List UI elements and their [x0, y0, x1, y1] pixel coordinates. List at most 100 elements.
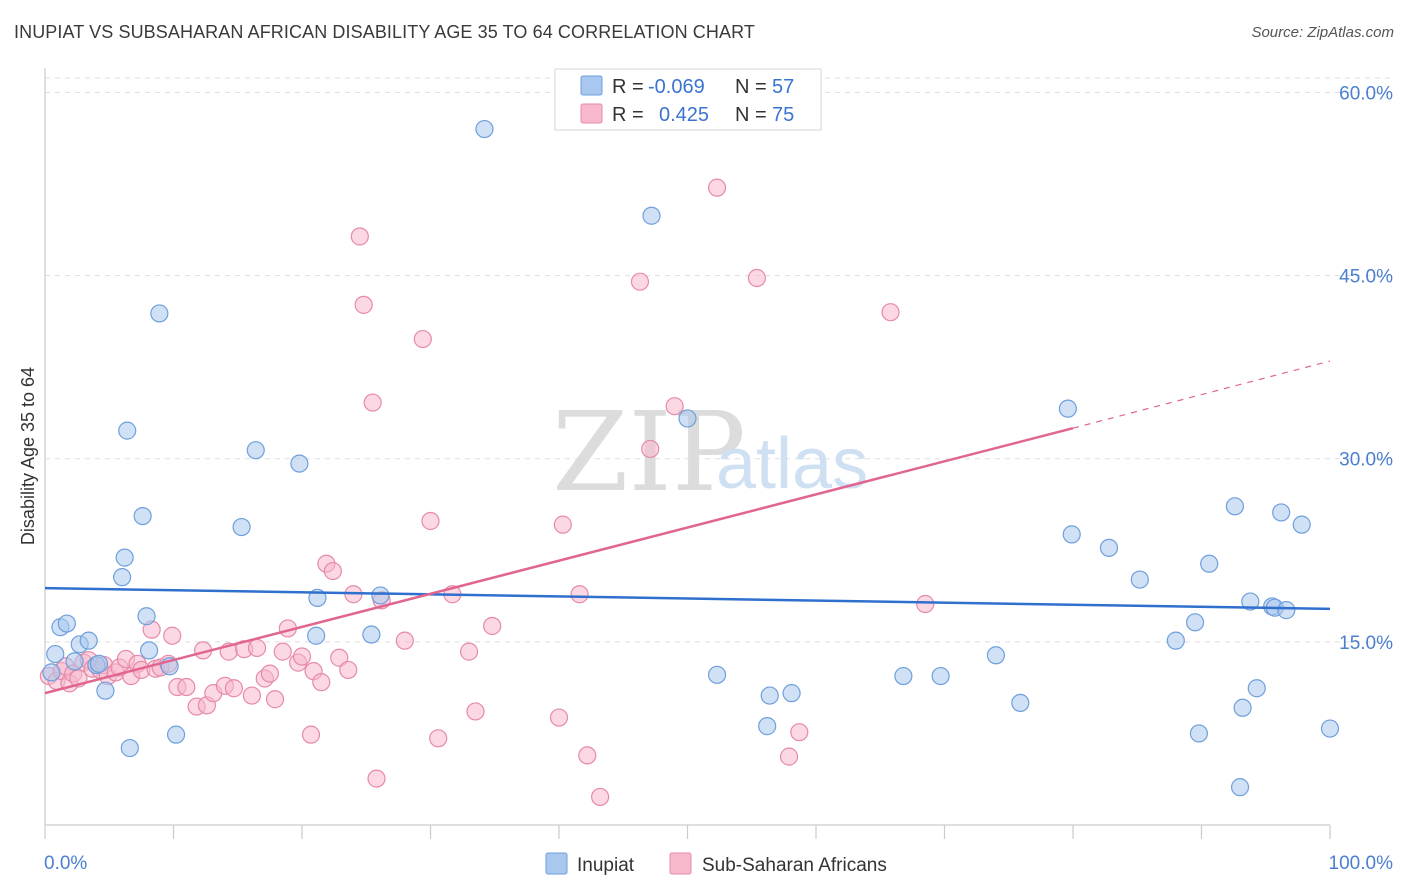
point-sub-saharan-africans [413, 329, 432, 349]
legend-n-label-ssa: N = [735, 104, 767, 126]
point-sub-saharan-africans [578, 746, 597, 765]
bottom-legend: Inupiat Sub-Saharan Africans [545, 852, 887, 876]
bottom-legend-swatch-ssa [669, 852, 692, 875]
point-sub-saharan-africans [641, 439, 660, 459]
point-inupiat [707, 665, 727, 684]
trend-lines [44, 360, 1331, 695]
source-credit: Source: ZipAtlas.com [1251, 24, 1394, 41]
legend-r-value-ssa: 0.425 [659, 104, 709, 126]
chart-title: INUPIAT VS SUBSAHARAN AFRICAN DISABILITY… [14, 22, 755, 42]
point-inupiat [120, 738, 139, 758]
point-inupiat [931, 666, 950, 686]
point-inupiat [1130, 570, 1149, 589]
x-tick-label-max: 100.0% [1329, 853, 1394, 874]
point-sub-saharan-africans [459, 642, 479, 661]
point-sub-saharan-africans [630, 272, 650, 291]
point-inupiat [475, 119, 494, 139]
point-inupiat [894, 666, 913, 686]
point-inupiat [782, 684, 801, 703]
point-inupiat [1062, 525, 1081, 544]
point-sub-saharan-africans [916, 594, 935, 614]
point-inupiat [1058, 399, 1077, 418]
point-inupiat [232, 517, 251, 537]
point-inupiat [1272, 503, 1291, 522]
point-inupiat [1166, 631, 1185, 650]
point-sub-saharan-africans [323, 561, 342, 581]
point-inupiat [79, 631, 98, 650]
bottom-legend-swatch-inupiat [545, 852, 568, 875]
trend-line-inupiat [44, 586, 1331, 611]
point-sub-saharan-africans [549, 708, 569, 727]
y-tick-label: 45.0% [1339, 267, 1393, 288]
point-sub-saharan-africans [881, 303, 900, 322]
point-sub-saharan-africans [367, 769, 386, 788]
point-sub-saharan-africans [483, 616, 502, 636]
point-sub-saharan-africans [747, 268, 766, 288]
point-sub-saharan-africans [177, 677, 196, 697]
point-inupiat [166, 725, 186, 744]
point-inupiat [1200, 554, 1219, 573]
watermark-atlas: atlas [716, 424, 868, 504]
point-sub-saharan-africans [553, 515, 572, 534]
point-sub-saharan-africans [354, 295, 373, 314]
legend-r-label-ssa: R = [612, 104, 644, 126]
bottom-legend-label-ssa: Sub-Saharan Africans [702, 855, 887, 876]
point-inupiat [1247, 679, 1266, 698]
point-inupiat [118, 421, 137, 440]
point-sub-saharan-africans [350, 227, 369, 246]
x-ticks [44, 825, 1331, 839]
point-inupiat [290, 454, 309, 473]
point-inupiat [371, 586, 390, 605]
point-inupiat [137, 607, 156, 626]
point-sub-saharan-africans [591, 787, 610, 807]
point-sub-saharan-africans [707, 178, 727, 197]
point-sub-saharan-africans [421, 511, 440, 531]
bottom-legend-label-inupiat: Inupiat [577, 855, 635, 876]
y-tick-label: 15.0% [1339, 633, 1393, 654]
point-inupiat [1011, 693, 1030, 713]
point-inupiat [115, 548, 134, 567]
trend-line-ssa [44, 426, 1074, 695]
point-inupiat [1230, 778, 1250, 797]
point-sub-saharan-africans [395, 631, 414, 650]
trend-line-ssa-extension [1072, 360, 1331, 429]
point-inupiat [1277, 601, 1296, 620]
point-sub-saharan-africans [242, 686, 261, 705]
point-sub-saharan-africans [779, 747, 799, 766]
legend-r-label-inupiat: R = [612, 76, 644, 98]
legend-n-label-inupiat: N = [735, 76, 767, 98]
legend-n-value-ssa: 75 [772, 104, 794, 126]
point-inupiat [150, 304, 169, 323]
point-inupiat [65, 652, 84, 671]
point-sub-saharan-africans [301, 725, 321, 744]
point-inupiat [1233, 698, 1252, 717]
point-sub-saharan-africans [790, 723, 809, 742]
point-inupiat [1185, 613, 1205, 632]
legend-box: R = -0.069 N = 57 R = 0.425 N = 75 [554, 68, 822, 131]
point-inupiat [46, 644, 65, 664]
grid-lines [45, 77, 1393, 643]
point-sub-saharan-africans [163, 626, 182, 645]
series-sub-saharan-africans [39, 178, 935, 807]
legend-swatch-inupiat [580, 75, 603, 96]
point-inupiat [42, 663, 61, 682]
point-sub-saharan-africans [665, 397, 684, 416]
point-sub-saharan-africans [247, 638, 267, 658]
point-inupiat [96, 681, 115, 700]
point-sub-saharan-africans [292, 647, 312, 666]
point-inupiat [246, 441, 265, 460]
y-axis-label: Disability Age 35 to 64 [18, 367, 38, 545]
x-tick-label-min: 0.0% [44, 853, 87, 874]
point-sub-saharan-africans [330, 648, 349, 667]
point-sub-saharan-africans [260, 664, 279, 683]
point-inupiat [1189, 724, 1209, 743]
legend-swatch-ssa [580, 103, 603, 124]
point-sub-saharan-africans [570, 585, 589, 604]
point-sub-saharan-africans [429, 729, 448, 748]
legend-n-value-inupiat: 57 [772, 76, 794, 98]
y-tick-labels: 15.0% 30.0% 45.0% 60.0% [1339, 83, 1393, 653]
series-inupiat [42, 119, 1340, 797]
point-sub-saharan-africans [224, 679, 243, 698]
point-inupiat [112, 568, 132, 587]
